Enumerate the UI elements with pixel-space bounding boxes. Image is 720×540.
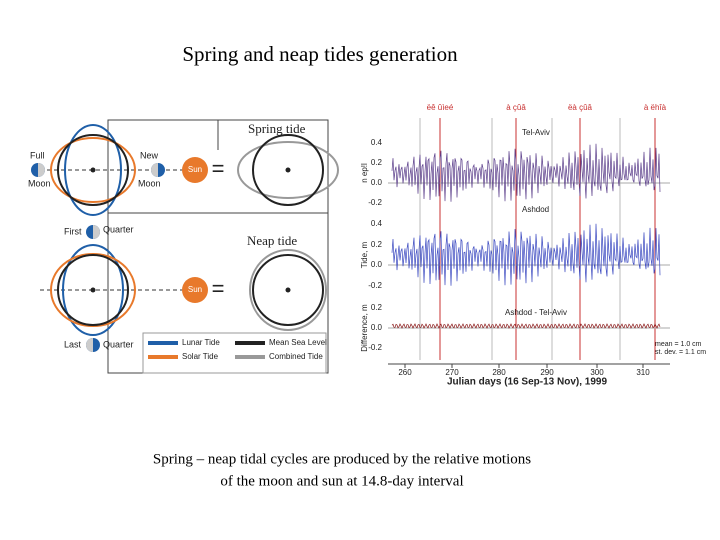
mean-sea-level: [57, 254, 129, 326]
y-tick-label: -0.2: [368, 281, 382, 290]
y-tick-label: 0.0: [371, 178, 383, 187]
mean-sea-level: [252, 134, 324, 206]
label: Moon: [28, 178, 51, 188]
legend-box: [142, 332, 327, 374]
slide-title: Spring and neap tides generation: [182, 42, 458, 66]
legend-entry: Mean Sea Level: [269, 338, 327, 347]
x-tick-label: 300: [590, 368, 604, 377]
earth: [285, 287, 291, 293]
caption: Spring – neap tidal cycles are produced …: [153, 451, 531, 467]
legend-entry: Combined Tide: [269, 352, 323, 361]
y-tick-label: 0.4: [371, 219, 383, 228]
svg-text:=: =: [212, 156, 225, 181]
label: Sun: [188, 285, 202, 294]
label: Moon: [138, 178, 161, 188]
panel-name: Ashdod - Tel-Aviv: [505, 308, 567, 317]
y-axis-label: n ep!l: [360, 163, 369, 183]
solar-tide: [50, 137, 136, 203]
y-tick-label: 0.2: [371, 158, 383, 167]
label: Quarter: [103, 339, 134, 349]
y-tick-label: 0.0: [371, 323, 383, 332]
lunar-tide: [64, 124, 122, 216]
mean-sea-level: [57, 134, 129, 206]
earth: [90, 287, 96, 293]
x-tick-label: 270: [445, 368, 459, 377]
caption: of the moon and sun at 14.8-day interval: [220, 473, 463, 489]
label: Sun: [188, 165, 202, 174]
svg-text:=: =: [212, 276, 225, 301]
x-tick-label: 280: [492, 368, 506, 377]
event-label: ëà çûâ: [568, 103, 593, 112]
earth: [285, 167, 291, 173]
stat: mean = 1.0 cm: [655, 341, 702, 348]
x-tick-label: 310: [636, 368, 650, 377]
combined-tide: [237, 141, 339, 199]
event-label: ëê ûìeé: [427, 103, 454, 112]
panel-name: Ashdod: [522, 205, 549, 214]
label: Neap tide: [247, 233, 297, 248]
label: First: [64, 226, 82, 236]
tide-trace: [391, 223, 661, 286]
y-tick-label: 0.4: [371, 138, 383, 147]
tide-diagram: = =: [31, 119, 339, 374]
stat: st. dev. = 1.1 cm: [655, 349, 706, 356]
x-axis-label: Julian days (16 Sep-13 Nov), 1999: [447, 377, 608, 388]
y-tick-label: -0.2: [368, 198, 382, 207]
legend-entry: Solar Tide: [182, 352, 219, 361]
event-label: à çûâ: [506, 103, 526, 112]
mean-sea-level: [252, 254, 324, 326]
y-tick-label: 0.2: [371, 303, 383, 312]
panel-name: Tel-Aviv: [522, 128, 550, 137]
legend-entry: Lunar Tide: [182, 338, 220, 347]
x-tick-label: 260: [398, 368, 412, 377]
tide-chart: ëê ûìeé à çûâ ëà çûâ à ëhîà 0.4 0.2 0.0 -0.2 n e…: [360, 103, 706, 388]
earth: [90, 167, 96, 173]
moons: [31, 157, 208, 352]
y-tick-label: 0.0: [371, 260, 383, 269]
label: Full: [30, 150, 45, 160]
tide-trace: [391, 143, 661, 202]
event-label: à ëhîà: [644, 103, 667, 112]
y-tick-label: -0.2: [368, 343, 382, 352]
combined-tide: [249, 249, 327, 331]
tide-trace: [391, 323, 661, 329]
y-axis-label: Tide, m: [360, 241, 369, 268]
lunar-tide: [62, 244, 124, 336]
label: Quarter: [103, 224, 134, 234]
y-tick-label: 0.2: [371, 240, 383, 249]
label: Spring tide: [248, 121, 306, 136]
diagram-labels: Spring tide Neap tide Full New Moon Moon…: [28, 121, 327, 361]
y-axis-label: Difference, m: [360, 304, 369, 352]
label: New: [140, 150, 159, 160]
label: Last: [64, 339, 82, 349]
x-tick-label: 290: [540, 368, 554, 377]
